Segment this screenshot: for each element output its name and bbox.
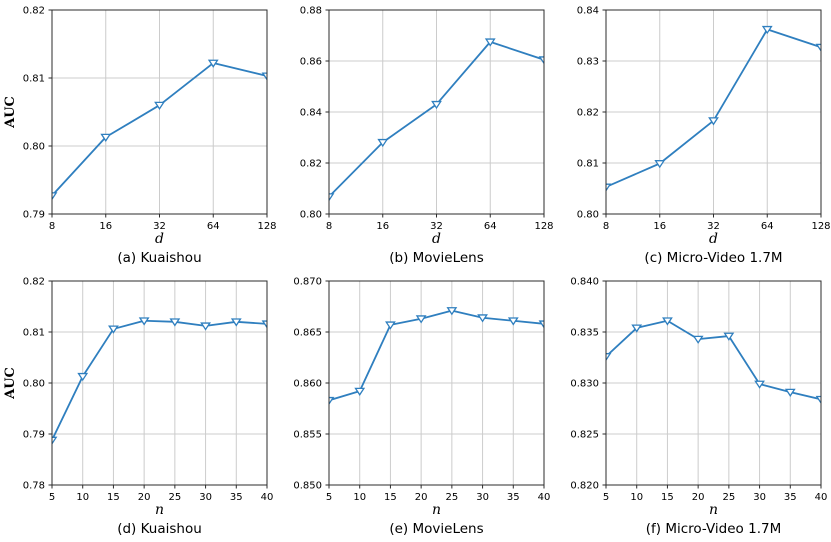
svg-text:0.830: 0.830	[570, 379, 599, 390]
svg-text:0.86: 0.86	[300, 57, 322, 68]
svg-text:0.80: 0.80	[300, 210, 322, 221]
x-axis-label: d	[432, 231, 441, 247]
svg-text:0.82: 0.82	[577, 108, 599, 119]
svg-text:0.855: 0.855	[293, 430, 322, 441]
svg-text:5: 5	[326, 492, 332, 503]
svg-text:16: 16	[653, 221, 666, 232]
svg-text:30: 30	[753, 492, 766, 503]
x-axis-label: n	[154, 502, 165, 518]
svg-text:0.78: 0.78	[23, 481, 45, 492]
svg-text:25: 25	[445, 492, 458, 503]
svg-text:15: 15	[107, 492, 120, 503]
svg-text:64: 64	[484, 221, 497, 232]
svg-text:5: 5	[49, 492, 55, 503]
svg-text:0.82: 0.82	[23, 6, 45, 17]
line-chart-kuaishou-d: 8 16 32 64 128 0.79 0.80 0.81 0.82 AUC	[3, 6, 277, 233]
svg-text:0.84: 0.84	[300, 108, 322, 119]
line-chart-kuaishou-n: 5 10 15 20 25 30 35 40 0.78 0.79 0.80 0.81 0.82 AUC	[3, 277, 274, 504]
subplot-caption: (d) Kuaishou	[117, 521, 202, 537]
svg-text:20: 20	[692, 492, 705, 503]
subplot-f-microvideo-n: 5 10 15 20 25 30 35 40 0.820 0.825 0.830 0.835 0.840…	[554, 271, 831, 542]
subplot-caption: (a) Kuaishou	[117, 250, 202, 266]
svg-text:0.88: 0.88	[300, 6, 322, 17]
svg-text:30: 30	[199, 492, 212, 503]
svg-text:8: 8	[603, 221, 609, 232]
svg-text:0.835: 0.835	[570, 328, 599, 339]
chart-row-bottom-n: 5 10 15 20 25 30 35 40 0.78 0.79 0.80 0.81 0.82 AUC n…	[0, 271, 831, 542]
subplot-caption: (e) MovieLens	[389, 521, 484, 537]
svg-text:0.81: 0.81	[23, 328, 45, 339]
svg-text:8: 8	[49, 221, 55, 232]
svg-text:40: 40	[815, 492, 828, 503]
svg-text:0.850: 0.850	[293, 481, 322, 492]
svg-text:25: 25	[722, 492, 735, 503]
svg-text:35: 35	[230, 492, 243, 503]
svg-text:16: 16	[99, 221, 112, 232]
line-chart-microvideo-d: 8 16 32 64 128 0.80 0.81 0.82 0.83 0.84	[577, 6, 831, 233]
svg-text:5: 5	[603, 492, 609, 503]
svg-text:AUC: AUC	[3, 96, 18, 129]
x-axis-label: d	[155, 231, 164, 247]
svg-text:0.820: 0.820	[570, 481, 599, 492]
chart-row-top-d: 8 16 32 64 128 0.79 0.80 0.81 0.82 AUC d (a) Kuai…	[0, 0, 831, 271]
svg-text:0.860: 0.860	[293, 379, 322, 390]
subplot-d-kuaishou-n: 5 10 15 20 25 30 35 40 0.78 0.79 0.80 0.81 0.82 AUC n…	[0, 271, 277, 542]
svg-text:8: 8	[326, 221, 332, 232]
svg-text:0.82: 0.82	[300, 159, 322, 170]
svg-text:0.80: 0.80	[23, 379, 45, 390]
subplot-caption: (b) MovieLens	[389, 250, 484, 266]
svg-text:40: 40	[538, 492, 551, 503]
svg-text:0.81: 0.81	[23, 74, 45, 85]
svg-text:32: 32	[153, 221, 166, 232]
svg-text:10: 10	[353, 492, 366, 503]
svg-text:35: 35	[784, 492, 797, 503]
svg-text:0.81: 0.81	[577, 159, 599, 170]
x-axis-label: n	[431, 502, 442, 518]
svg-text:10: 10	[76, 492, 89, 503]
svg-text:0.80: 0.80	[577, 210, 599, 221]
svg-text:0.865: 0.865	[293, 328, 322, 339]
svg-text:64: 64	[761, 221, 774, 232]
svg-text:15: 15	[384, 492, 397, 503]
svg-text:0.870: 0.870	[293, 277, 322, 288]
svg-text:0.79: 0.79	[23, 210, 45, 221]
svg-text:0.82: 0.82	[23, 277, 45, 288]
line-chart-microvideo-n: 5 10 15 20 25 30 35 40 0.820 0.825 0.830 0.835 0.840	[570, 277, 828, 504]
svg-text:40: 40	[261, 492, 274, 503]
svg-text:32: 32	[430, 221, 443, 232]
x-axis-label: n	[708, 502, 719, 518]
svg-text:20: 20	[138, 492, 151, 503]
svg-text:128: 128	[811, 221, 830, 232]
svg-text:32: 32	[707, 221, 720, 232]
svg-text:0.83: 0.83	[577, 57, 599, 68]
subplot-b-movielens-d: 8 16 32 64 128 0.80 0.82 0.84 0.86 0.88 d (b) Mov…	[277, 0, 554, 271]
svg-text:AUC: AUC	[3, 367, 18, 400]
svg-text:0.80: 0.80	[23, 142, 45, 153]
svg-text:0.84: 0.84	[577, 6, 599, 17]
svg-text:0.79: 0.79	[23, 430, 45, 441]
subplot-e-movielens-n: 5 10 15 20 25 30 35 40 0.850 0.855 0.860 0.865 0.870…	[277, 271, 554, 542]
subplot-caption: (f) Micro-Video 1.7M	[645, 521, 782, 537]
svg-text:0.840: 0.840	[570, 277, 599, 288]
x-axis-label: d	[709, 231, 718, 247]
svg-text:128: 128	[534, 221, 553, 232]
line-chart-movielens-d: 8 16 32 64 128 0.80 0.82 0.84 0.86 0.88	[300, 6, 554, 233]
svg-text:64: 64	[207, 221, 220, 232]
line-chart-movielens-n: 5 10 15 20 25 30 35 40 0.850 0.855 0.860 0.865 0.870	[293, 277, 551, 504]
subplot-a-kuaishou-d: 8 16 32 64 128 0.79 0.80 0.81 0.82 AUC d (a) Kuai…	[0, 0, 277, 271]
svg-text:16: 16	[376, 221, 389, 232]
svg-text:35: 35	[507, 492, 520, 503]
svg-text:30: 30	[476, 492, 489, 503]
svg-text:20: 20	[415, 492, 428, 503]
svg-text:0.825: 0.825	[570, 430, 599, 441]
svg-text:25: 25	[168, 492, 181, 503]
svg-text:128: 128	[257, 221, 276, 232]
svg-text:15: 15	[661, 492, 674, 503]
svg-text:10: 10	[630, 492, 643, 503]
subplot-caption: (c) Micro-Video 1.7M	[644, 250, 783, 266]
subplot-c-microvideo-d: 8 16 32 64 128 0.80 0.81 0.82 0.83 0.84 d (c) Mic…	[554, 0, 831, 271]
